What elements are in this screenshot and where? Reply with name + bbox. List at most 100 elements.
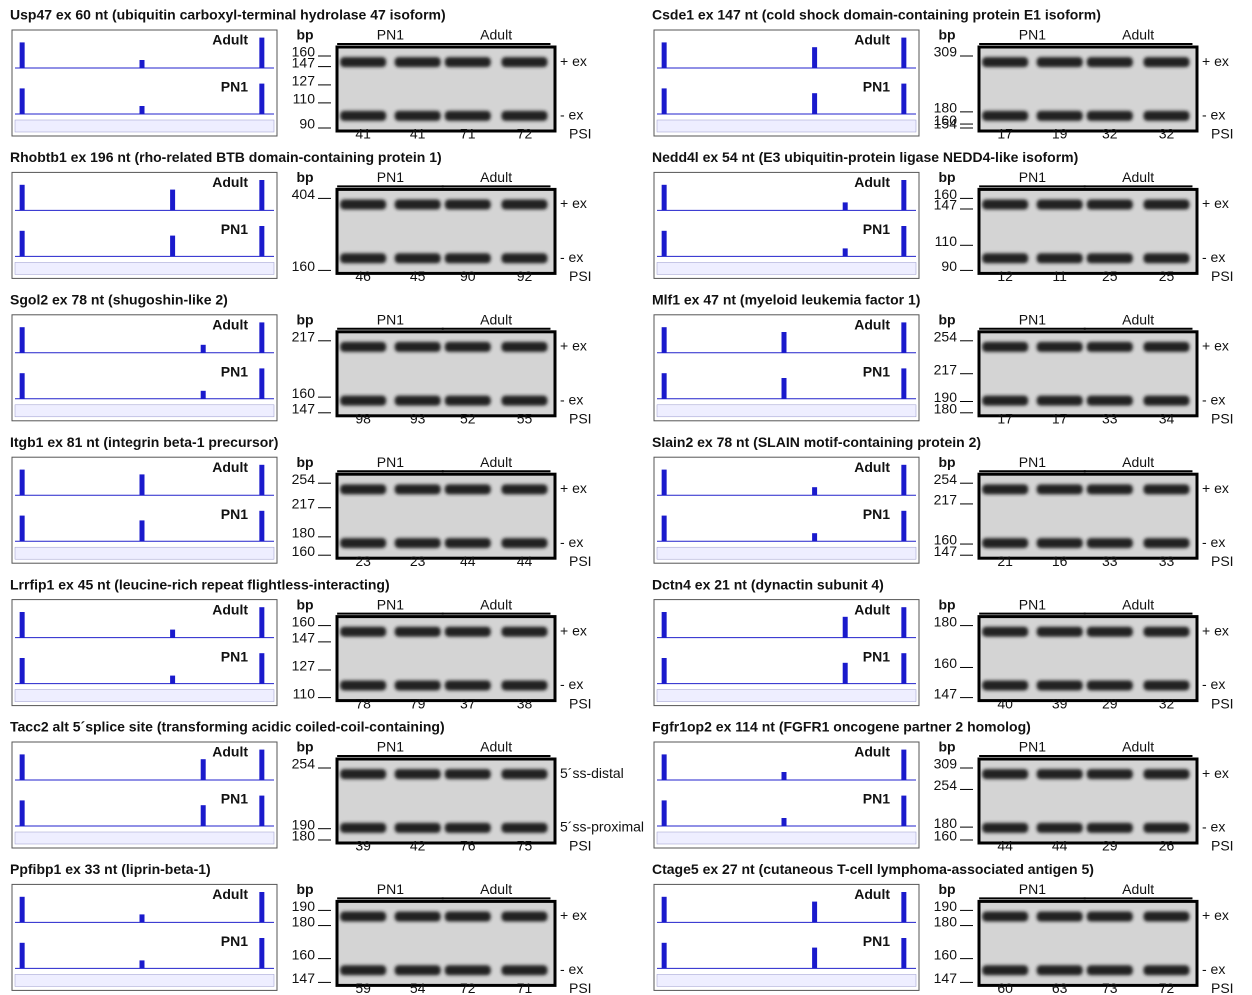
gel-band: [982, 396, 1028, 406]
gel-band: [1143, 342, 1189, 352]
coverage-peak: [812, 47, 817, 68]
psi-label: PSI: [569, 126, 592, 142]
gel-band: [340, 253, 386, 263]
gel-band: [1087, 965, 1133, 975]
gel-band: [1037, 200, 1083, 210]
coverage-peak: [662, 943, 667, 969]
size-marker: 190: [934, 898, 958, 914]
gel-band: [501, 912, 547, 922]
size-marker: 127: [292, 658, 316, 674]
track-label: PN1: [221, 364, 248, 380]
group-label: PN1: [1019, 454, 1046, 470]
group-label: PN1: [377, 454, 404, 470]
group-label: Adult: [1122, 454, 1154, 470]
psi-label: PSI: [1211, 695, 1234, 711]
gel-band: [1037, 342, 1083, 352]
band-label: - ex: [1202, 391, 1225, 407]
psi-value: 42: [410, 838, 426, 854]
gel-band: [1087, 57, 1133, 67]
size-marker: 110: [935, 233, 958, 249]
gel-band: [982, 253, 1028, 263]
gel-band: [1143, 253, 1189, 263]
gene-model: [15, 690, 274, 702]
gel-band: [1143, 912, 1189, 922]
gel-band: [1143, 57, 1189, 67]
gel-band: [501, 111, 547, 121]
gel-band: [501, 342, 547, 352]
track-label: PN1: [863, 364, 890, 380]
band-label: - ex: [1202, 676, 1225, 692]
coverage-peak: [201, 759, 206, 780]
track-label: Adult: [854, 317, 890, 333]
gel-band: [395, 253, 441, 263]
psi-value: 19: [1052, 126, 1068, 142]
size-marker: 217: [292, 329, 316, 345]
panel-title: Tacc2 alt 5´splice site (transforming ac…: [10, 719, 445, 735]
gel-band: [445, 680, 491, 690]
group-label: Adult: [480, 454, 512, 470]
group-label: PN1: [377, 739, 404, 755]
gel-band: [445, 912, 491, 922]
band-label: - ex: [1202, 107, 1225, 123]
panel-title: Csde1 ex 147 nt (cold shock domain-conta…: [652, 7, 1101, 23]
size-marker: 147: [292, 970, 316, 986]
group-label: PN1: [1019, 169, 1046, 185]
gel-band: [340, 965, 386, 975]
size-marker: 147: [292, 630, 316, 646]
gel-band: [501, 253, 547, 263]
coverage-peak: [259, 465, 264, 495]
band-label: + ex: [1202, 53, 1229, 69]
gel-band: [501, 823, 547, 833]
bp-label: bp: [296, 312, 313, 328]
band-label: + ex: [560, 338, 587, 354]
psi-value: 44: [1052, 838, 1068, 854]
gel-band: [445, 111, 491, 121]
psi-label: PSI: [1211, 126, 1234, 142]
gel-band: [1143, 965, 1189, 975]
coverage-peak: [170, 236, 175, 257]
coverage-peak: [901, 84, 906, 114]
coverage-peak: [140, 474, 145, 495]
size-marker: 160: [934, 946, 958, 962]
psi-value: 17: [997, 411, 1013, 427]
panel-title: Itgb1 ex 81 nt (integrin beta-1 precurso…: [10, 434, 278, 450]
coverage-peak: [901, 38, 906, 68]
gel-band: [501, 396, 547, 406]
gel-band: [445, 484, 491, 494]
gene-model: [657, 974, 916, 986]
gel-band: [982, 823, 1028, 833]
psi-value: 52: [460, 411, 476, 427]
coverage-peak: [662, 516, 667, 542]
gel-band: [445, 627, 491, 637]
psi-value: 63: [1052, 980, 1068, 995]
gel-band: [445, 200, 491, 210]
track-label: Adult: [212, 174, 248, 190]
gel-band: [982, 769, 1028, 779]
coverage-peak: [782, 818, 787, 826]
psi-value: 71: [460, 126, 476, 142]
size-marker: 180: [934, 913, 958, 929]
psi-value: 38: [517, 695, 533, 711]
band-label: 5´ss-distal: [560, 765, 624, 781]
panel-title: Sgol2 ex 78 nt (shugoshin-like 2): [10, 292, 228, 308]
coverage-peak: [662, 373, 667, 399]
gel-band: [501, 538, 547, 548]
gel-band: [340, 396, 386, 406]
size-marker: 309: [934, 44, 958, 60]
track-label: PN1: [863, 933, 890, 949]
coverage-peak: [901, 796, 906, 826]
track-label: PN1: [221, 79, 248, 95]
psi-value: 45: [410, 268, 426, 284]
gel-band: [1087, 200, 1133, 210]
coverage-peak: [901, 226, 906, 256]
group-label: PN1: [1019, 881, 1046, 897]
track-label: Adult: [212, 317, 248, 333]
group-label: PN1: [377, 27, 404, 43]
psi-value: 39: [355, 838, 371, 854]
gel-band: [445, 342, 491, 352]
size-marker: 217: [934, 492, 958, 508]
coverage-peak: [201, 805, 206, 826]
psi-label: PSI: [1211, 553, 1234, 569]
gel-band: [1037, 484, 1083, 494]
gel-band: [1087, 769, 1133, 779]
